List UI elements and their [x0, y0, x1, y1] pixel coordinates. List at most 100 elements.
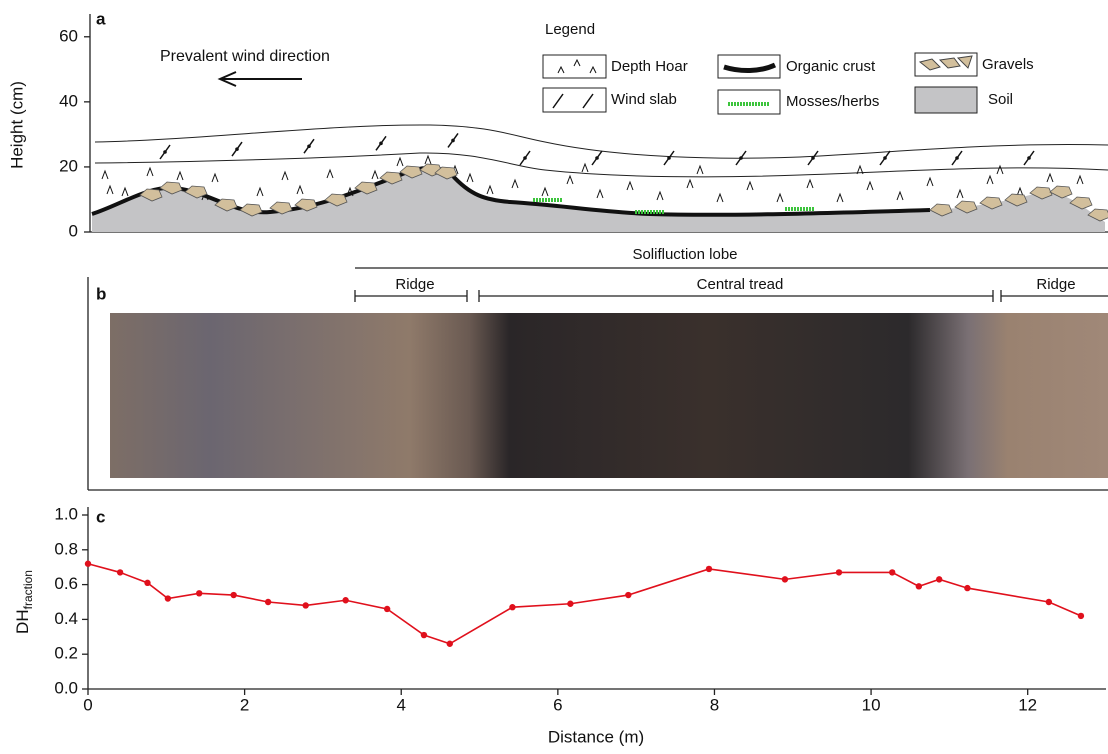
panel-label: b [96, 284, 106, 303]
y-tick-label: 60 [59, 26, 78, 45]
photo [110, 313, 1108, 478]
depth-hoar-symbol [716, 192, 724, 203]
depth-hoar-symbol [926, 176, 934, 187]
depth-hoar-symbol [1046, 172, 1054, 183]
depth-hoar-symbol [1076, 174, 1084, 185]
layer-boundary [94, 152, 1108, 178]
legend-symbol [723, 62, 777, 73]
y-tick-label: 0.8 [54, 539, 78, 558]
legend-box [542, 87, 607, 113]
wind-slab-symbol [307, 144, 311, 149]
depth-hoar-symbol [866, 180, 874, 191]
y-tick-label: 0.6 [54, 574, 78, 593]
gravel [269, 201, 293, 215]
y-tick-label: 0 [69, 221, 78, 240]
depth-hoar-symbol [346, 186, 354, 197]
legend-label: Gravels [982, 56, 1034, 73]
data-point [1077, 612, 1085, 620]
wind-slab-symbol [595, 156, 599, 160]
data-point [84, 560, 92, 567]
legend-symbol [557, 58, 597, 74]
x-tick-label: 12 [1018, 695, 1037, 714]
depth-hoar-symbol [686, 178, 694, 189]
gravel [214, 198, 238, 212]
depth-hoar-symbol [146, 166, 154, 177]
data-point [567, 600, 574, 607]
data-point [964, 584, 971, 592]
wind-slab-symbol [451, 138, 455, 143]
y-tick-label: 1.0 [54, 504, 78, 523]
symbols [101, 133, 1108, 222]
wind-slab-symbol [1027, 156, 1031, 160]
depth-hoar-symbol [106, 184, 114, 195]
soil [92, 167, 1105, 232]
legend-symbol [918, 55, 973, 71]
depth-hoar-symbol [806, 178, 814, 189]
gravel [184, 185, 208, 199]
data-point [144, 579, 151, 587]
data-point [342, 597, 349, 604]
depth-hoar-symbol [296, 184, 304, 195]
depth-hoar-symbol [996, 164, 1004, 175]
depth-hoar-symbol [396, 156, 404, 167]
wind-slab-symbol [379, 141, 383, 146]
wind-slab-symbol [883, 156, 887, 160]
data-point [915, 583, 923, 590]
y-axis-label: Height (cm) [7, 81, 26, 169]
legend-label: Wind slab [611, 91, 677, 108]
depth-hoar-symbol [626, 180, 634, 191]
legend-box [914, 86, 978, 114]
data-point [420, 631, 428, 639]
data-point [509, 604, 516, 611]
series-line [87, 562, 1082, 645]
depth-hoar-symbol [896, 190, 904, 201]
depth-hoar-symbol [836, 192, 844, 203]
depth-hoar-symbol [326, 168, 334, 179]
depth-hoar-symbol [256, 186, 264, 197]
data-point [383, 605, 391, 613]
gravel [1069, 196, 1093, 210]
depth-hoar-symbol [486, 184, 494, 195]
gravel [324, 193, 348, 207]
depth-hoar-symbol [466, 172, 474, 183]
legend-box [542, 54, 607, 79]
data-point [889, 569, 896, 576]
gravel [379, 171, 403, 185]
bracket [354, 290, 1108, 302]
gravel [139, 188, 163, 202]
annotation: Ridge [395, 276, 434, 293]
depth-hoar-symbol [956, 188, 964, 199]
depth-hoar-symbol [371, 169, 379, 180]
snow-surface [94, 124, 1108, 159]
depth-hoar-symbol [121, 186, 129, 197]
x-tick-label: 6 [553, 695, 562, 714]
gravel [1087, 208, 1108, 222]
depth-hoar-symbol [1016, 186, 1024, 197]
panel-c: c Distance (m) DHfraction 0.0 0.2 0.4 0.6 0.… [13, 504, 1106, 746]
wind-slab-symbol [955, 156, 959, 160]
y-tick-label: 0.0 [54, 678, 78, 697]
data-point [116, 569, 124, 576]
data-point [164, 595, 172, 602]
data-point [302, 602, 309, 609]
gravel [159, 181, 183, 195]
wind-slab-symbol [739, 156, 743, 160]
y-tick-label: 20 [59, 156, 78, 175]
y-tick-label: 40 [59, 91, 78, 110]
y-axis-label-main: DH [13, 609, 32, 634]
gravel [294, 198, 318, 212]
y-axis-label: DHfraction [13, 570, 35, 634]
depth-hoar-symbol [986, 174, 994, 185]
data-point [446, 640, 453, 647]
depth-hoar-symbol [776, 192, 784, 203]
x-tick-label: 4 [396, 695, 405, 714]
annotation: Central tread [697, 276, 784, 293]
data-point [195, 590, 203, 597]
x-axis-label: Distance (m) [548, 727, 644, 746]
data-point [264, 598, 272, 606]
x-tick-label: 8 [710, 695, 719, 714]
data-point [705, 565, 713, 573]
depth-hoar-symbol [424, 154, 432, 165]
data-point [1045, 598, 1053, 606]
data-point [230, 591, 237, 599]
